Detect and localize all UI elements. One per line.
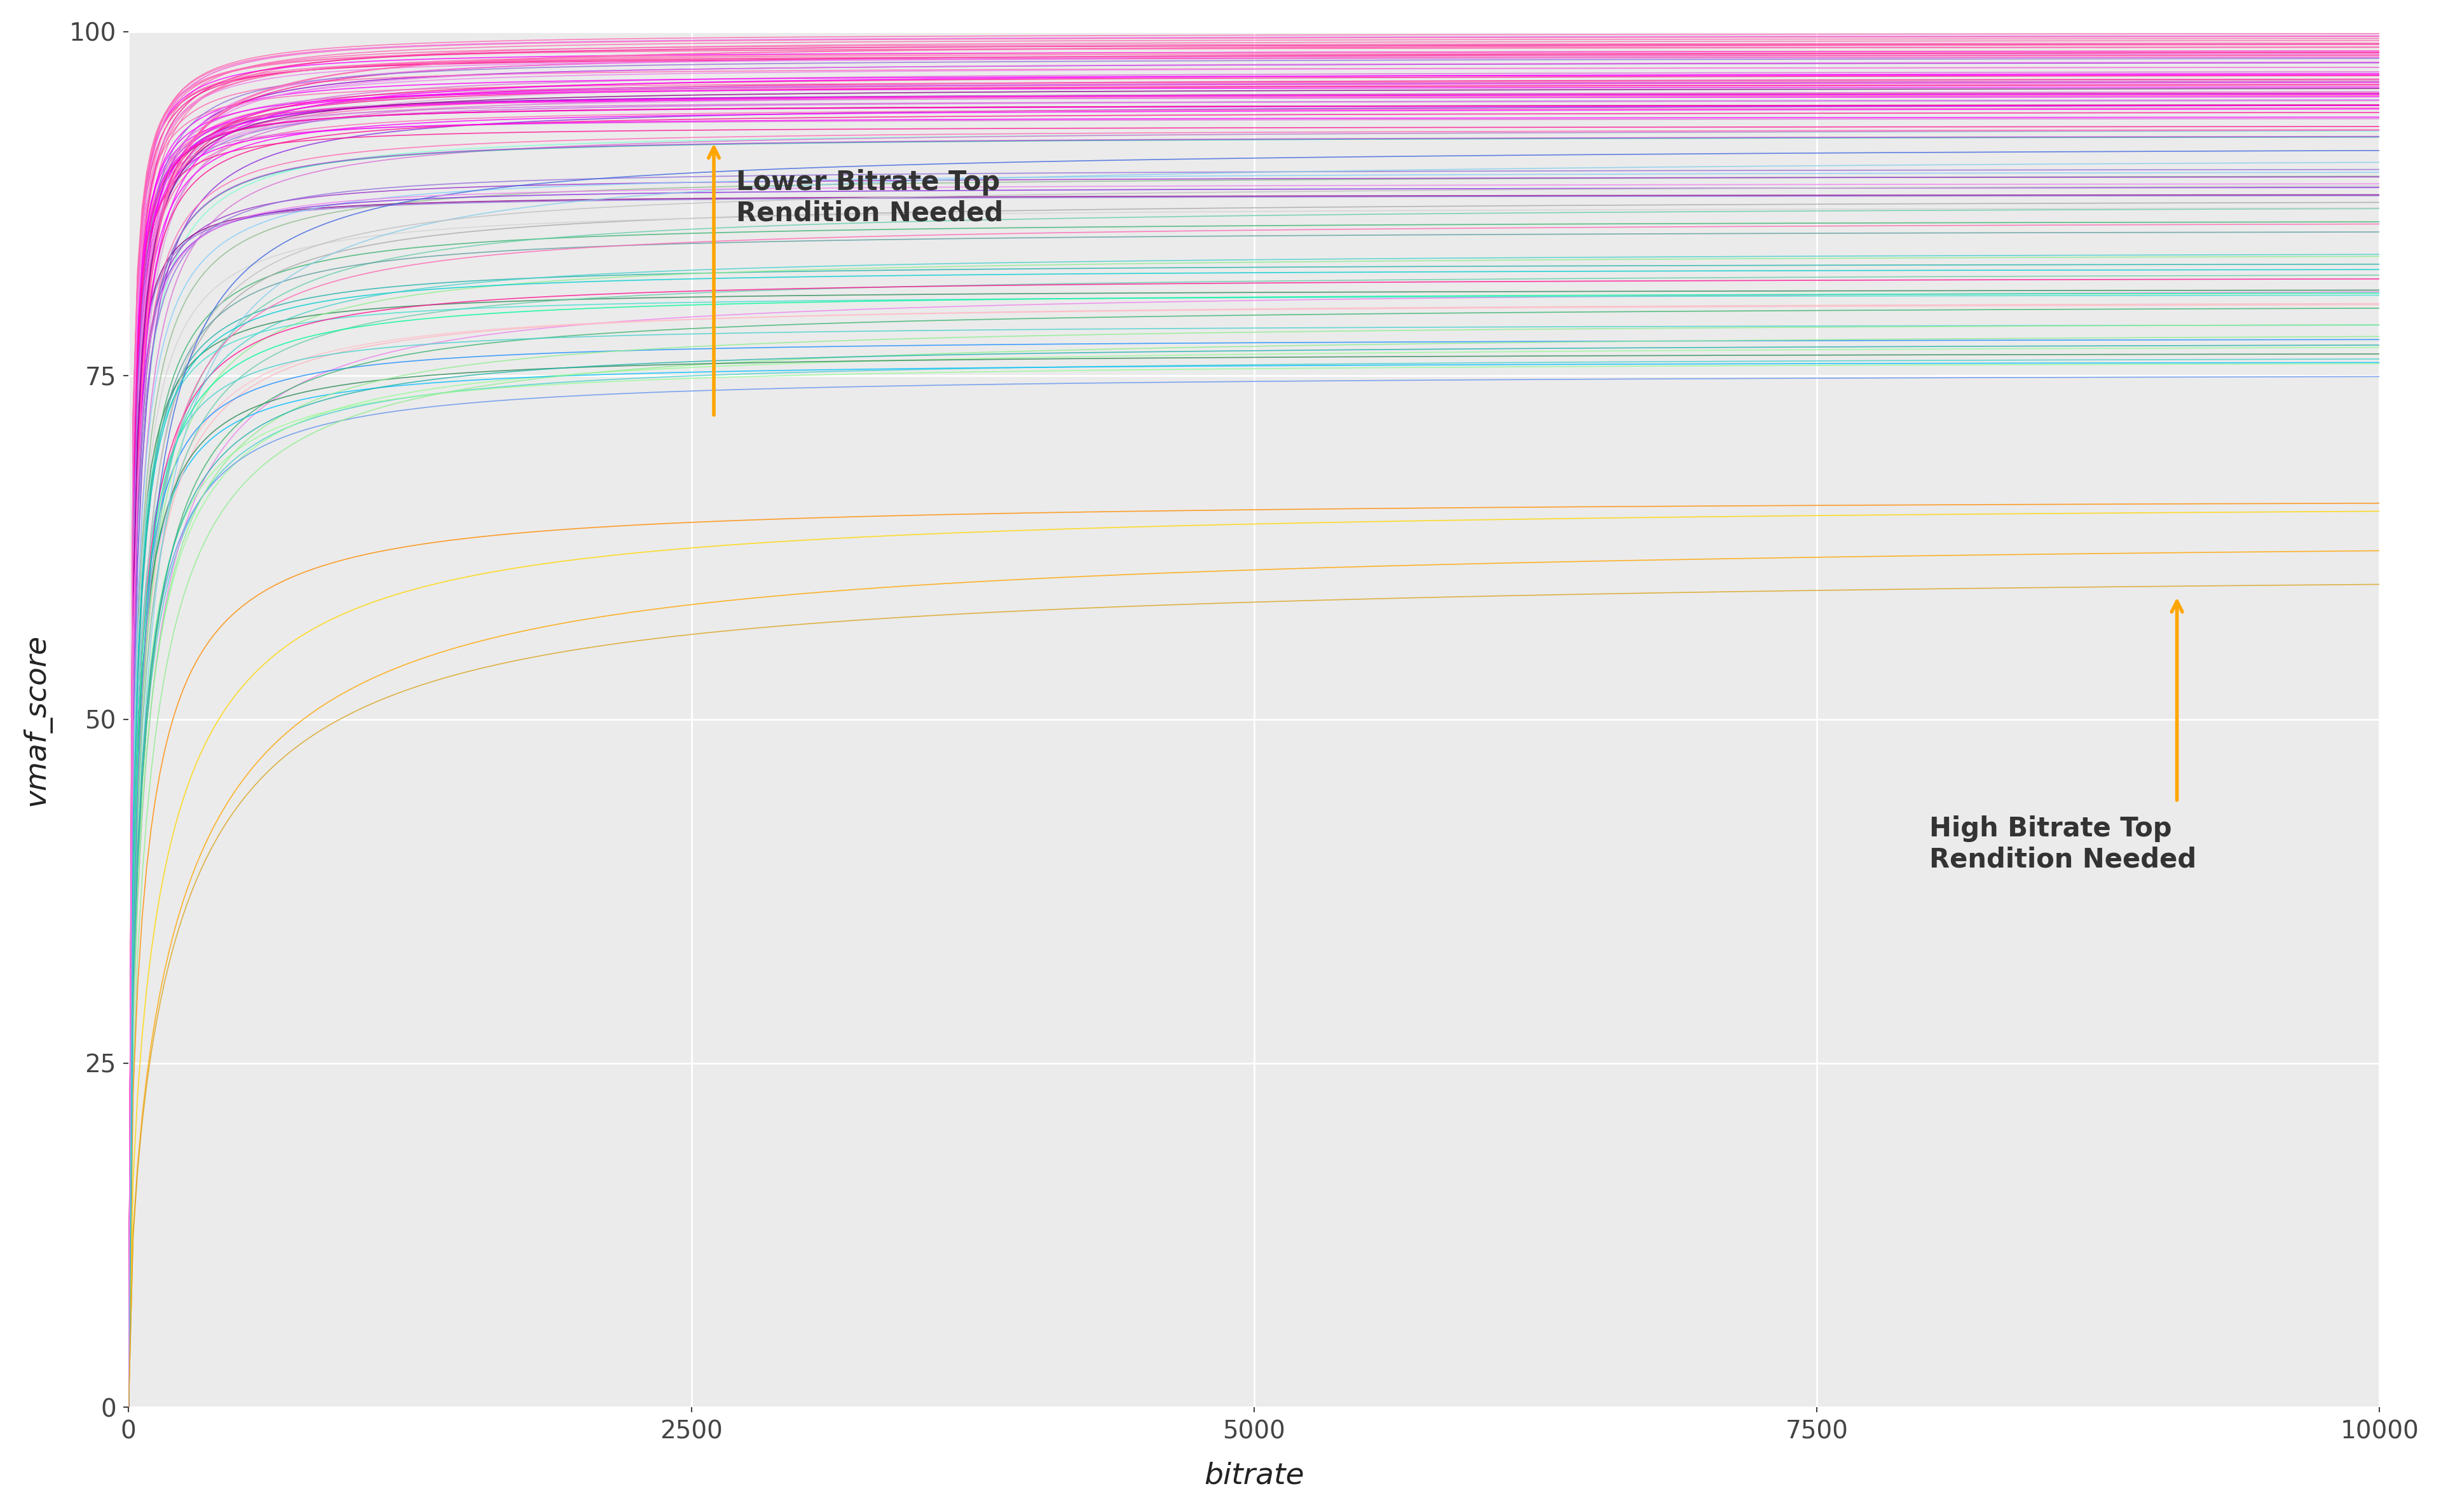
X-axis label: bitrate: bitrate [1203, 1461, 1303, 1489]
Y-axis label: vmaf_score: vmaf_score [22, 634, 51, 806]
Text: Lower Bitrate Top
Rendition Needed: Lower Bitrate Top Rendition Needed [737, 169, 1003, 227]
Text: High Bitrate Top
Rendition Needed: High Bitrate Top Rendition Needed [1928, 815, 2197, 874]
